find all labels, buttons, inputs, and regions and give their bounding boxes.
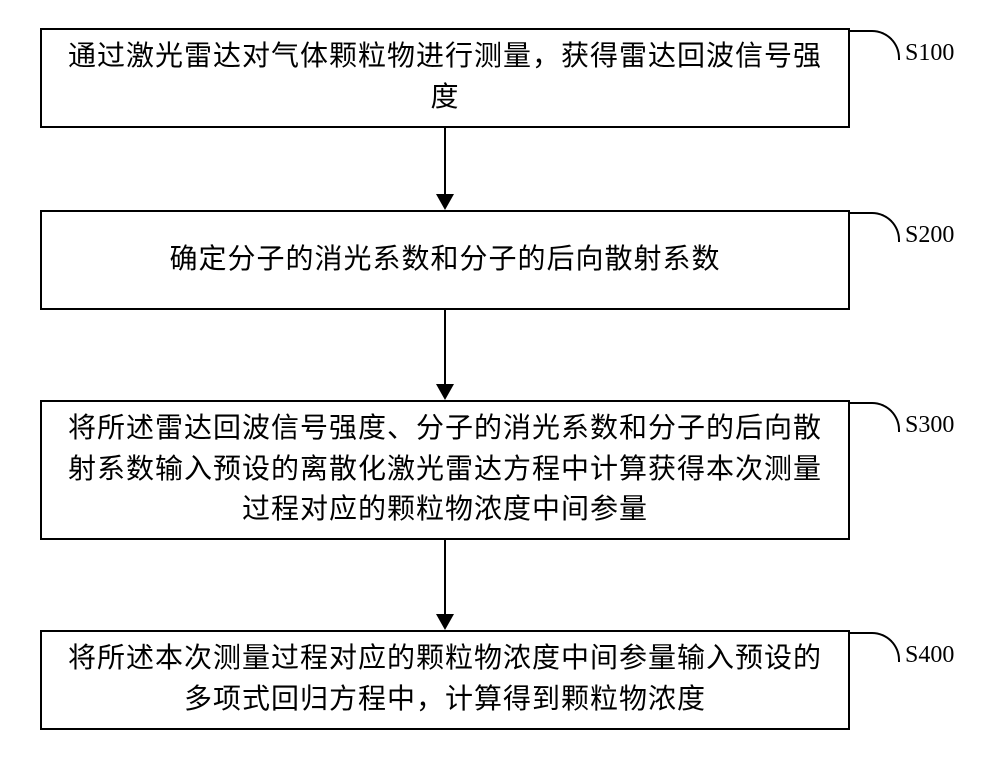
step-text-s300: 将所述雷达回波信号强度、分子的消光系数和分子的后向散射系数输入预设的离散化激光雷… — [62, 409, 828, 531]
flowchart-canvas: 通过激光雷达对气体颗粒物进行测量，获得雷达回波信号强度 S100 确定分子的消光… — [0, 0, 1000, 778]
arrow-s300-s400 — [436, 614, 454, 630]
step-label-s200: S200 — [905, 222, 954, 249]
connector-s300-s400 — [444, 540, 446, 614]
label-connector-s300 — [850, 402, 900, 432]
connector-s100-s200 — [444, 128, 446, 194]
step-text-s200: 确定分子的消光系数和分子的后向散射系数 — [169, 240, 720, 281]
step-box-s100: 通过激光雷达对气体颗粒物进行测量，获得雷达回波信号强度 — [40, 28, 850, 128]
step-text-s100: 通过激光雷达对气体颗粒物进行测量，获得雷达回波信号强度 — [62, 37, 828, 118]
label-connector-s400 — [850, 632, 900, 662]
step-box-s200: 确定分子的消光系数和分子的后向散射系数 — [40, 210, 850, 310]
label-connector-s200 — [850, 212, 900, 242]
step-label-s300: S300 — [905, 412, 954, 439]
arrow-s100-s200 — [436, 194, 454, 210]
step-box-s300: 将所述雷达回波信号强度、分子的消光系数和分子的后向散射系数输入预设的离散化激光雷… — [40, 400, 850, 540]
step-box-s400: 将所述本次测量过程对应的颗粒物浓度中间参量输入预设的多项式回归方程中，计算得到颗… — [40, 630, 850, 730]
step-label-s400: S400 — [905, 642, 954, 669]
step-text-s400: 将所述本次测量过程对应的颗粒物浓度中间参量输入预设的多项式回归方程中，计算得到颗… — [62, 639, 828, 720]
label-connector-s100 — [850, 30, 900, 60]
arrow-s200-s300 — [436, 384, 454, 400]
connector-s200-s300 — [444, 310, 446, 384]
step-label-s100: S100 — [905, 40, 954, 67]
